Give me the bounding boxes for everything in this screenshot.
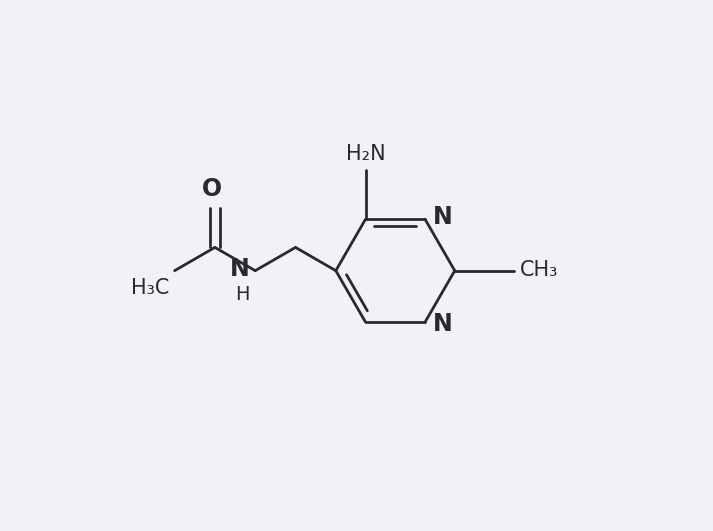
Text: O: O [202, 177, 222, 201]
Text: H₃C: H₃C [131, 278, 170, 298]
Text: H₂N: H₂N [346, 144, 385, 164]
Text: H: H [235, 285, 250, 304]
Text: N: N [434, 205, 453, 229]
Text: N: N [230, 256, 250, 280]
Text: N: N [434, 312, 453, 336]
Text: CH₃: CH₃ [519, 260, 558, 280]
